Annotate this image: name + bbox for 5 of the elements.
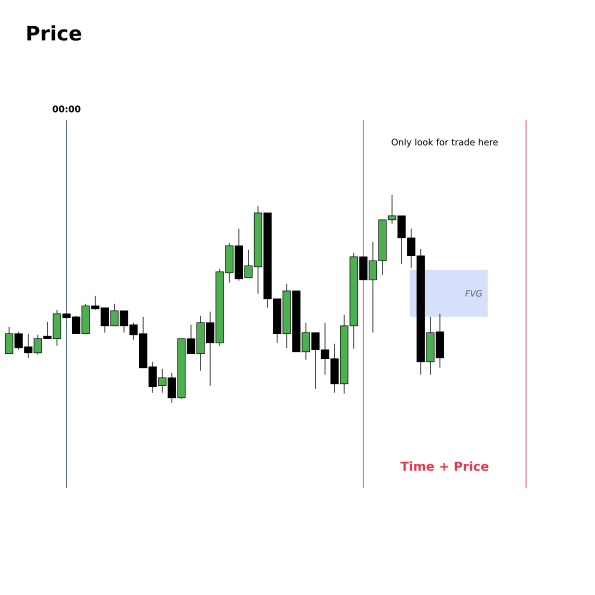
band-label: FVG (465, 290, 482, 297)
chart-title: Price (27, 25, 82, 41)
text: Only look for trade here (392, 138, 498, 148)
text: Time + Price (400, 461, 488, 471)
text: 00:00 (52, 106, 80, 112)
